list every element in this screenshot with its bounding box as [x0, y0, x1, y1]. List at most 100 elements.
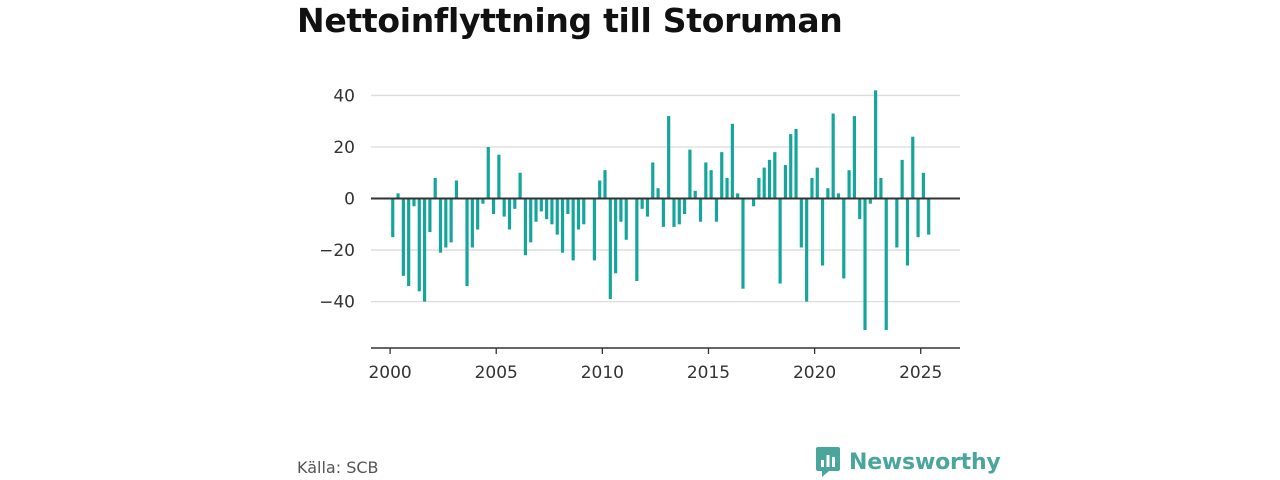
- bar: [863, 198, 867, 330]
- bar: [407, 198, 411, 287]
- bar: [523, 198, 527, 256]
- bar: [513, 198, 517, 209]
- bar: [534, 198, 538, 222]
- bar: [391, 198, 395, 238]
- bar: [815, 167, 819, 199]
- bar: [529, 198, 533, 243]
- bar: [820, 198, 825, 266]
- bar: [412, 198, 416, 207]
- bar: [879, 177, 883, 199]
- bar: [428, 198, 432, 233]
- bar: [741, 198, 745, 289]
- bar: [507, 198, 512, 230]
- brand-name: Newsworthy: [849, 449, 1001, 475]
- bar: [683, 198, 687, 214]
- bar: [603, 170, 607, 199]
- bar: [592, 198, 596, 261]
- bar: [810, 177, 814, 199]
- bar: [905, 198, 910, 266]
- bar: [476, 198, 480, 230]
- bar: [576, 198, 581, 230]
- bar: [826, 188, 830, 199]
- bar: [714, 198, 719, 222]
- bar: [396, 193, 400, 199]
- y-tick-label: −20: [319, 241, 355, 261]
- x-tick-label: 2025: [899, 363, 942, 383]
- bar: [911, 136, 915, 199]
- bar: [773, 152, 777, 199]
- bar: [486, 147, 490, 199]
- bar: [401, 198, 405, 276]
- x-tick-label: 2000: [368, 363, 411, 383]
- bar: [470, 198, 474, 248]
- bar: [614, 198, 618, 274]
- y-tick-label: 40: [333, 86, 355, 106]
- bar: [794, 128, 798, 199]
- bar: [677, 198, 681, 225]
- bar: [921, 172, 925, 199]
- bar: [778, 198, 782, 284]
- bar: [651, 162, 655, 199]
- bar: [704, 162, 708, 199]
- bar: [423, 198, 427, 302]
- bar: [874, 90, 878, 199]
- bar: [720, 152, 724, 199]
- x-tick-label: 2005: [475, 363, 518, 383]
- bar: [688, 149, 692, 199]
- bar: [847, 170, 851, 199]
- bar: [417, 198, 421, 292]
- bar: [805, 198, 809, 302]
- bar: [831, 113, 835, 199]
- bar: [656, 188, 660, 199]
- bar: [884, 198, 888, 330]
- bar: [927, 198, 931, 235]
- bar: [433, 177, 437, 199]
- bar: [693, 190, 697, 199]
- chart-title: Nettoinflyttning till Storuman: [297, 1, 843, 40]
- y-tick-label: 20: [333, 138, 355, 158]
- bar: [635, 198, 639, 281]
- bar: [571, 198, 575, 261]
- bar: [725, 177, 729, 199]
- bar: [550, 198, 554, 225]
- gridlines: [371, 94, 960, 303]
- bar: [868, 198, 872, 204]
- x-tick-label: 2020: [793, 363, 836, 383]
- bar: [672, 198, 676, 227]
- bar: [560, 198, 565, 253]
- bar: [438, 198, 443, 253]
- y-tick-label: 0: [344, 190, 355, 210]
- bar: [783, 165, 788, 199]
- bar: [667, 116, 671, 199]
- bar: [640, 198, 644, 209]
- bar: [645, 198, 650, 217]
- bar: [619, 198, 623, 222]
- bar: [449, 198, 453, 243]
- bar: [736, 193, 740, 199]
- bar: [582, 198, 586, 225]
- bar: [730, 123, 734, 199]
- bar: [598, 180, 602, 199]
- bar: [465, 198, 469, 287]
- bar: [608, 198, 612, 300]
- bars: [391, 90, 931, 330]
- brand[interactable]: Newsworthy: [815, 446, 1001, 478]
- bar: [858, 198, 862, 220]
- bar: [497, 154, 501, 199]
- bar: [661, 198, 665, 227]
- bar: [518, 172, 522, 199]
- bar: [751, 198, 756, 207]
- bar: [916, 198, 920, 238]
- bar: [624, 198, 628, 240]
- bar: [491, 198, 496, 214]
- source-note: Källa: SCB: [297, 458, 379, 477]
- bar: [545, 198, 549, 220]
- x-tick-label: 2010: [581, 363, 624, 383]
- bar: [454, 180, 459, 199]
- bar: [709, 170, 713, 199]
- axes: −40 −20 0 20 40 2000 2005 2010 2015 2020 2025: [319, 86, 960, 383]
- newsworthy-logo-icon: [816, 447, 840, 477]
- x-tick-label: 2015: [687, 363, 730, 383]
- bar: [757, 177, 761, 199]
